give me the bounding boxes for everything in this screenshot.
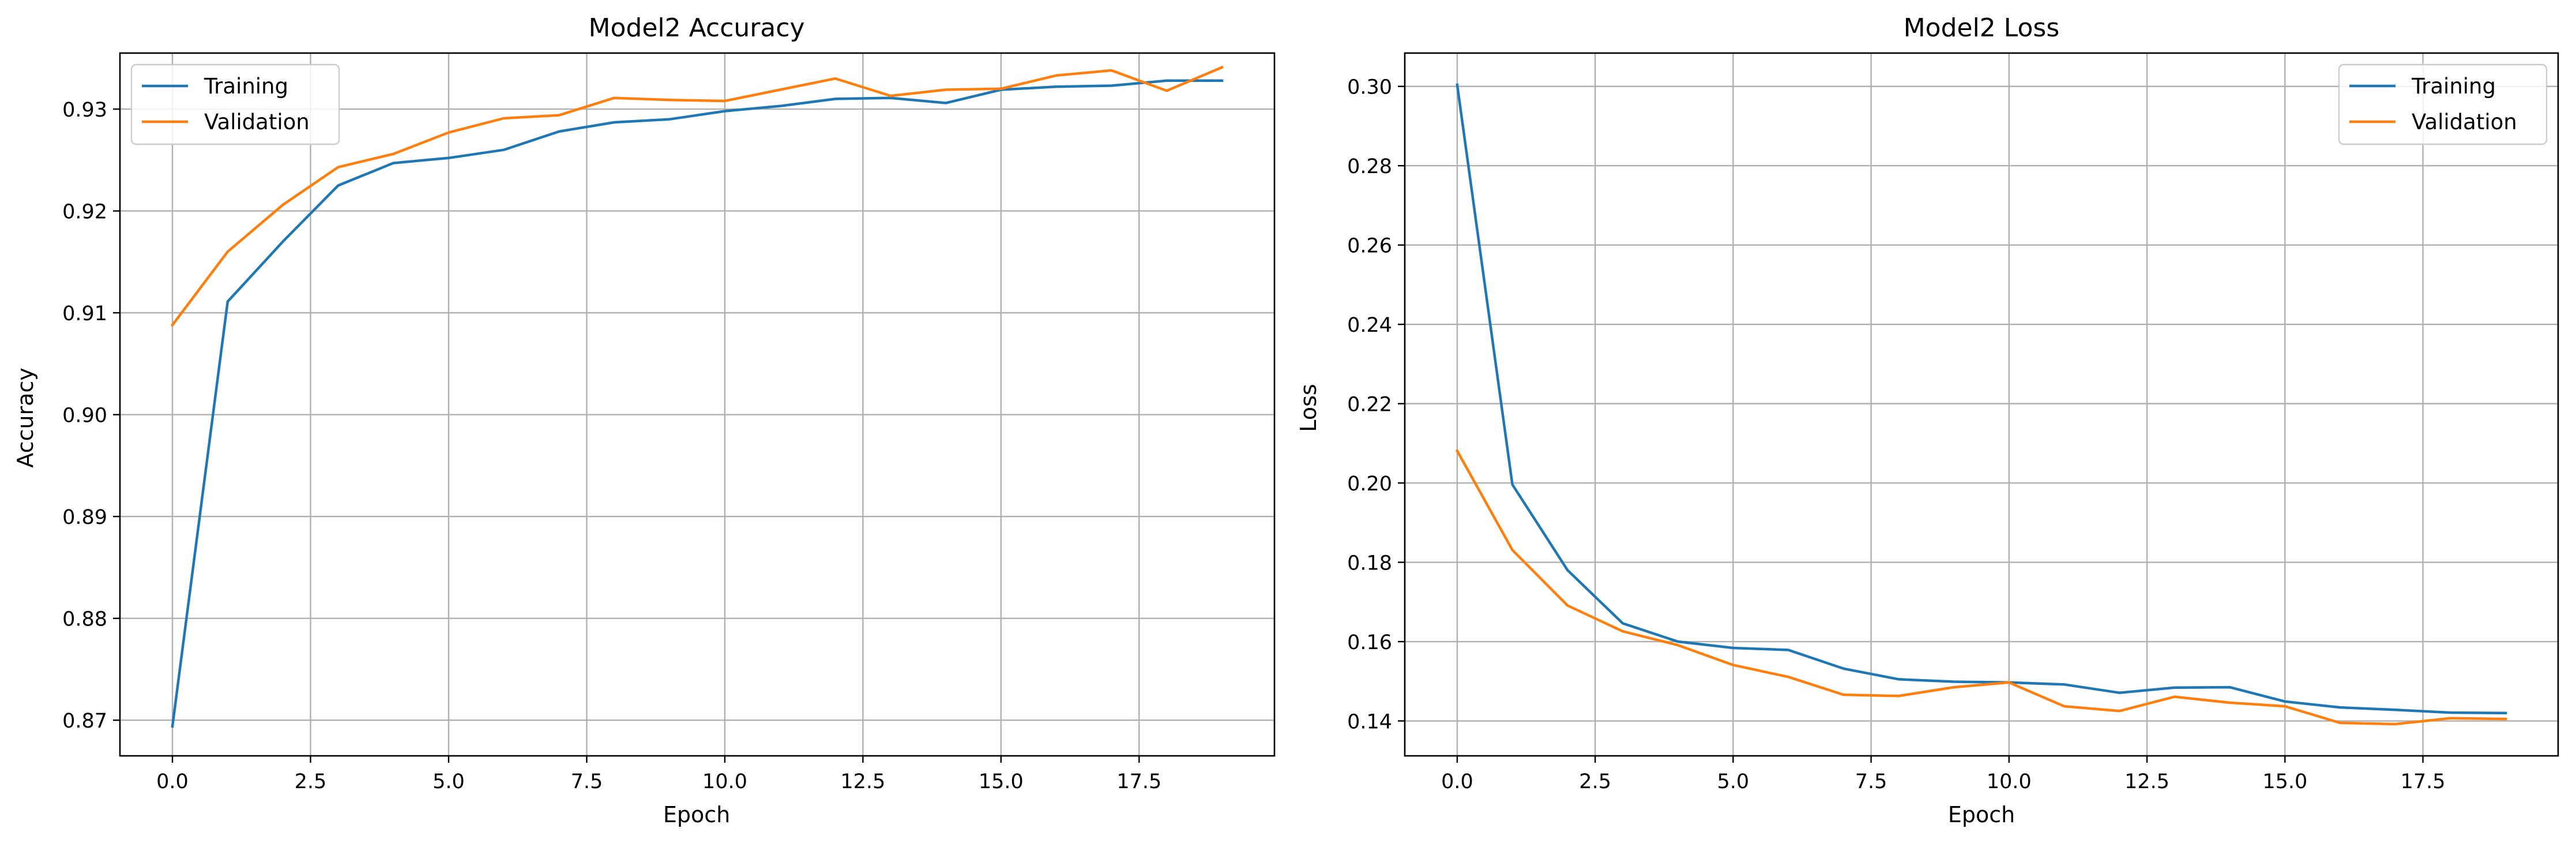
loss-y-tick-label: 0.18 [1347, 552, 1392, 575]
accuracy-x-tick-label: 17.5 [1116, 770, 1161, 793]
accuracy-y-tick-label: 0.92 [62, 201, 107, 224]
loss-y-tick-label: 0.28 [1347, 155, 1392, 178]
accuracy-legend-label-training: Training [204, 74, 288, 99]
accuracy-series-validation [170, 65, 1224, 327]
accuracy-panel: Model2 Accuracy 0.0 2.5 5.0 7.5 10.0 12.5 15.0… [13, 13, 1276, 827]
loss-y-tick-label: 0.22 [1347, 393, 1392, 417]
loss-chart-title: Model2 Loss [1904, 13, 2060, 43]
loss-x-tick-label: 10.0 [1987, 770, 2032, 793]
loss-x-tick-label: 7.5 [1855, 770, 1887, 793]
loss-y-axis-label: Loss [1296, 384, 1321, 432]
accuracy-y-tick-label: 0.87 [62, 710, 107, 733]
loss-series-validation [1455, 449, 2507, 726]
accuracy-series-training [171, 79, 1224, 728]
loss-plot-area: 0.0 2.5 5.0 7.5 10.0 12.5 15.0 17.5 0.14 0.16 0.18… [1347, 52, 2559, 793]
loss-y-tick-label: 0.20 [1347, 473, 1392, 496]
loss-legend-label-validation: Validation [2412, 110, 2517, 134]
loss-x-tick-label: 2.5 [1579, 770, 1611, 793]
accuracy-plot-area: 0.0 2.5 5.0 7.5 10.0 12.5 15.0 17.5 0.87 0.88 0.89… [62, 52, 1276, 793]
loss-x-tick-label: 0.0 [1441, 770, 1473, 793]
accuracy-x-tick-label: 12.5 [840, 770, 885, 793]
loss-y-tick-label: 0.26 [1347, 235, 1392, 258]
accuracy-x-tick-label: 2.5 [295, 770, 327, 793]
loss-x-tick-label: 12.5 [2124, 770, 2169, 793]
accuracy-x-tick-label: 10.0 [702, 770, 747, 793]
loss-x-tick-label: 15.0 [2262, 770, 2307, 793]
loss-legend-label-training: Training [2411, 74, 2496, 99]
loss-x-tick-label: 17.5 [2401, 770, 2446, 793]
accuracy-x-tick-label: 5.0 [433, 770, 465, 793]
accuracy-x-tick-label: 7.5 [571, 770, 603, 793]
accuracy-y-tick-label: 0.93 [62, 99, 107, 122]
loss-y-tick-label: 0.24 [1347, 314, 1392, 337]
accuracy-y-axis-label: Accuracy [13, 368, 38, 468]
loss-x-tick-label: 5.0 [1717, 770, 1750, 793]
accuracy-x-tick-label: 0.0 [156, 770, 189, 793]
loss-series-training [1456, 83, 2507, 715]
loss-axes-frame [1404, 52, 2559, 757]
accuracy-chart-title: Model2 Accuracy [589, 13, 805, 43]
loss-legend: Training Validation [2338, 63, 2548, 145]
loss-legend-box [2338, 63, 2548, 145]
accuracy-y-tick-label: 0.91 [62, 302, 107, 325]
loss-x-axis-label: Epoch [1948, 802, 2015, 827]
accuracy-legend-label-validation: Validation [204, 110, 310, 134]
accuracy-axes-frame [119, 52, 1276, 757]
loss-panel: Model2 Loss 0.0 2.5 5.0 7.5 10.0 12.5 15.0 17.5… [1296, 13, 2559, 827]
accuracy-legend-box [130, 63, 340, 145]
loss-y-tick-label: 0.16 [1347, 631, 1392, 654]
accuracy-legend: Training Validation [130, 63, 340, 145]
accuracy-y-tick-label: 0.88 [62, 608, 107, 631]
loss-y-tick-label: 0.30 [1347, 76, 1392, 99]
accuracy-y-tick-label: 0.89 [62, 506, 107, 529]
accuracy-x-axis-label: Epoch [663, 802, 730, 827]
accuracy-y-tick-label: 0.90 [62, 404, 107, 428]
accuracy-x-tick-label: 15.0 [979, 770, 1024, 793]
loss-y-tick-label: 0.14 [1347, 711, 1392, 734]
